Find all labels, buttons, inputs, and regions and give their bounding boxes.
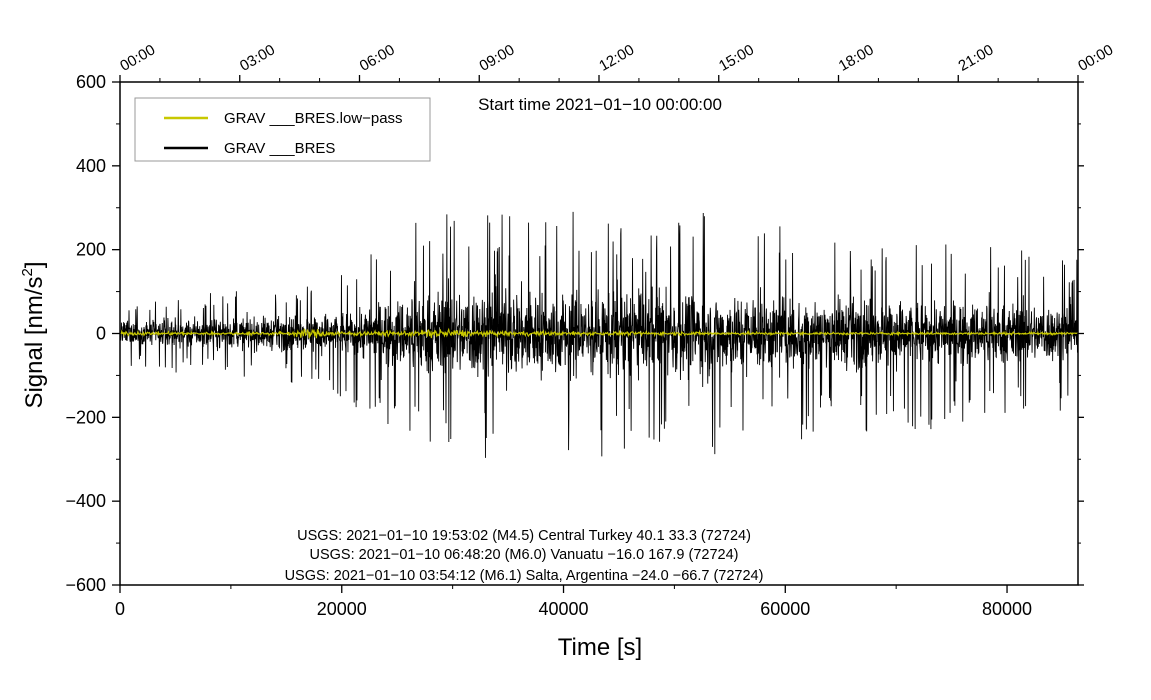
start-time-label: Start time 2021−01−10 00:00:00: [478, 95, 722, 114]
x-tick-label: 60000: [760, 599, 810, 619]
event-annotation: USGS: 2021−01−10 03:54:12 (M6.1) Salta, …: [285, 568, 764, 584]
y-tick-label: 0: [96, 324, 106, 344]
top-tick-label: 15:00: [716, 41, 757, 74]
top-tick-label: 00:00: [1075, 41, 1116, 74]
legend-label-raw: GRAV ___BRES: [224, 140, 335, 157]
x-tick-label: 20000: [317, 599, 367, 619]
y-tick-label: −200: [65, 407, 106, 427]
y-tick-label: 600: [76, 72, 106, 92]
y-axis: −600 −400 −200 0 200 400 600: [65, 72, 1084, 595]
top-tick-label: 03:00: [237, 41, 278, 74]
x-tick-label: 80000: [982, 599, 1032, 619]
series-raw-line: [120, 211, 1078, 458]
y-axis-title: Signal [nm/s2]: [19, 261, 48, 408]
y-axis-title-superscript: 2: [19, 268, 36, 276]
y-axis-title-main: Signal [nm/s: [21, 276, 48, 408]
top-tick-label: 21:00: [955, 41, 996, 74]
y-tick-label: 200: [76, 240, 106, 260]
legend-box: [134, 97, 431, 162]
x-axis-title: Time [s]: [558, 634, 642, 661]
top-tick-label: 12:00: [596, 41, 637, 74]
top-tick-label: 09:00: [476, 41, 517, 74]
top-tick-label: 00:00: [117, 41, 158, 74]
top-time-axis: 00:00 03:00 06:00 09:00 12:00 15:00 18:00 21:00…: [117, 41, 1116, 82]
top-tick-label: 18:00: [836, 41, 877, 74]
legend: GRAV ___BRES.low−pass GRAV ___BRES: [134, 97, 431, 162]
legend-label-lowpass: GRAV ___BRES.low−pass: [224, 110, 403, 127]
x-axis: 0 20000 40000 60000 80000: [115, 585, 1032, 619]
top-tick-label: 06:00: [357, 41, 398, 74]
y-tick-label: 400: [76, 156, 106, 176]
y-tick-label: −600: [65, 575, 106, 595]
event-annotations: USGS: 2021−01−10 19:53:02 (M4.5) Central…: [285, 528, 764, 584]
signal-traces: [120, 211, 1078, 458]
event-annotation: USGS: 2021−01−10 19:53:02 (M4.5) Central…: [297, 528, 751, 544]
series-lowpass-line: [120, 327, 1078, 339]
x-tick-label: 0: [115, 599, 125, 619]
x-tick-label: 40000: [538, 599, 588, 619]
y-tick-label: −400: [65, 491, 106, 511]
y-axis-title-tail: ]: [21, 261, 48, 268]
event-annotation: USGS: 2021−01−10 06:48:20 (M6.0) Vanuatu…: [309, 547, 738, 563]
